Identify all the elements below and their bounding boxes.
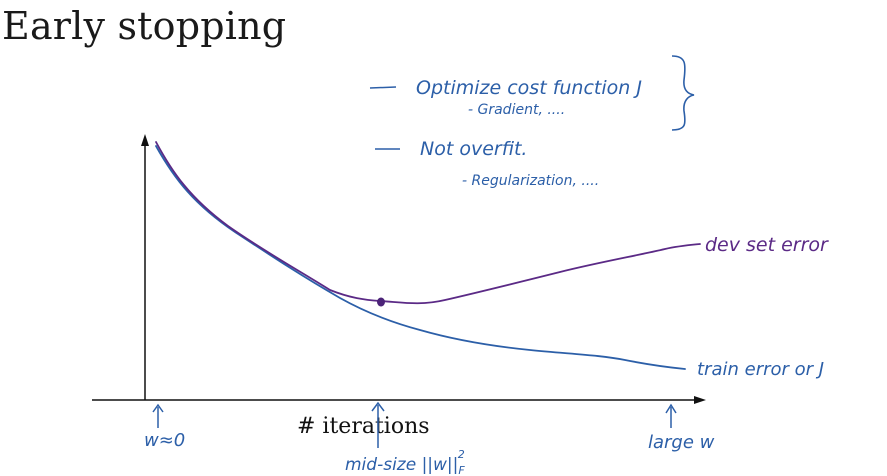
mid-marker-label: mid-size ||w||F 2 [345,448,465,476]
note-optimize: Optimize cost function J [416,77,642,99]
note-not-overfit: Not overfit. [420,138,527,160]
end-marker: large w [648,403,715,453]
dev-error-curve [155,141,701,305]
mid-marker: mid-size ||w||F 2 [345,401,465,476]
mid-marker-subscript: F [458,464,465,476]
start-marker-label: w≈0 [144,430,185,451]
mid-marker-superscript: 2 [458,448,465,461]
dev-error-minimum-dot [377,297,385,307]
note-optimize-sub: - Gradient, .... [468,102,565,118]
note-not-overfit-sub: - Regularization, .... [462,173,599,189]
x-axis-label: # iterations [297,414,430,439]
train-error-label: train error or J [697,359,824,380]
handwritten-notes: Optimize cost function J - Gradient, ...… [369,55,695,189]
end-marker-label: large w [648,432,715,453]
axes [92,134,706,404]
x-axis-arrowhead [694,396,706,404]
start-marker: w≈0 [144,403,185,451]
dev-set-error-label: dev set error [705,234,829,256]
train-error-curve [155,145,686,370]
mid-marker-main: mid-size ||w|| [345,455,458,475]
note-brace [671,55,695,131]
y-axis-arrowhead [141,134,149,146]
slide-title: Early stopping [2,4,287,48]
